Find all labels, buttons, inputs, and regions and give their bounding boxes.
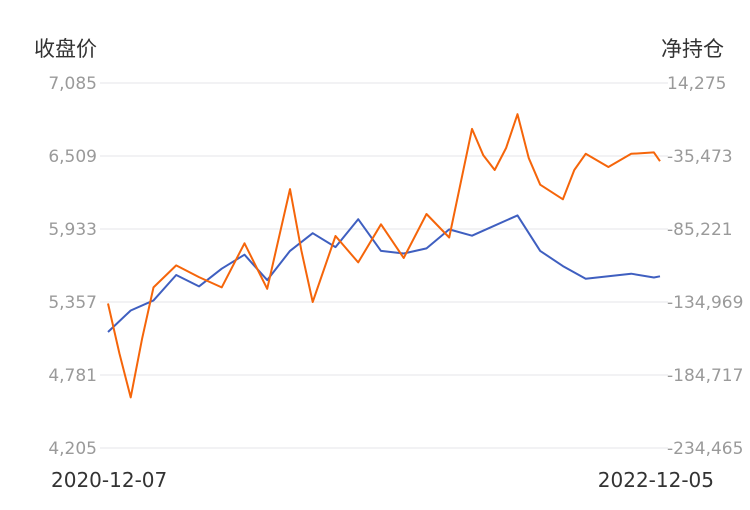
- y-right-tick-label: 14,275: [667, 74, 726, 94]
- x-axis-end-label: 2022-12-05: [597, 468, 714, 492]
- y-right-tick-label: -85,221: [667, 220, 733, 240]
- y-left-tick-label: 4,205: [48, 439, 97, 459]
- net-position-line: [107, 113, 661, 399]
- y-right-tick-label: -184,717: [667, 366, 743, 386]
- y-left-tick-label: 5,933: [48, 220, 97, 240]
- y-left-tick-label: 7,085: [48, 74, 97, 94]
- y-right-tick-label: -234,465: [667, 439, 743, 459]
- y-right-tick-label: -134,969: [667, 293, 743, 313]
- y-left-tick-label: 4,781: [48, 366, 97, 386]
- y-axis-left-title: 收盘价: [34, 37, 97, 61]
- close-price-line: [107, 214, 661, 333]
- y-right-tick-label: -35,473: [667, 147, 733, 167]
- y-left-tick-label: 6,509: [48, 147, 97, 167]
- y-axis-right-title: 净持仓: [661, 37, 724, 61]
- x-axis-start-label: 2020-12-07: [51, 468, 168, 492]
- y-left-tick-label: 5,357: [48, 293, 97, 313]
